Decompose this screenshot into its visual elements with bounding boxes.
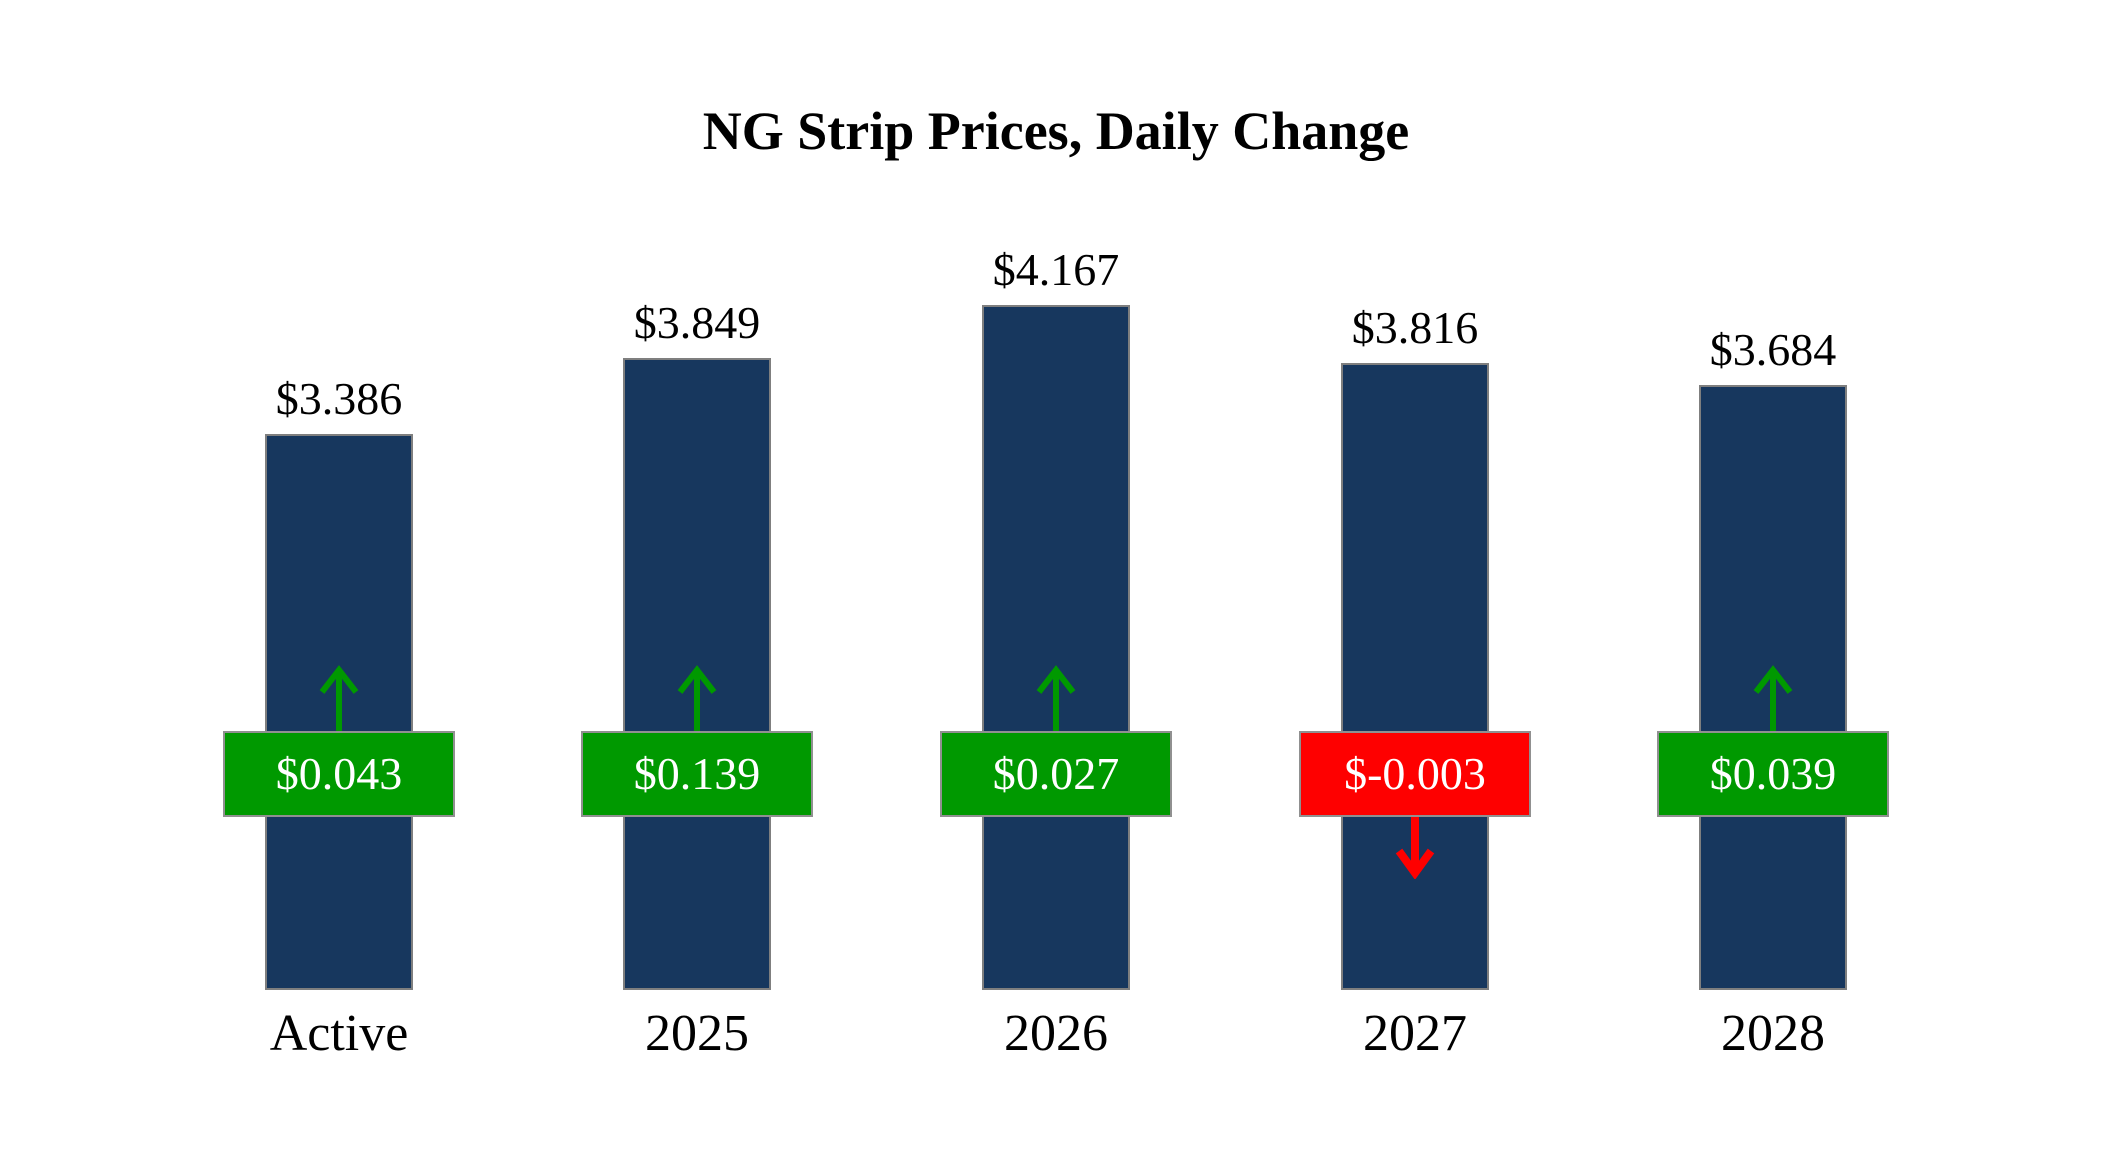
bar-group-2025: $3.849 $0.139 2025 [557,0,837,1152]
up-arrow-icon [677,665,717,733]
price-label: $3.849 [633,297,761,348]
change-badge: $0.139 [581,731,813,817]
up-arrow-icon [1753,665,1793,733]
price-bar [982,305,1130,990]
up-arrow-icon [319,665,359,733]
bar-group-2028: $3.684 $0.039 2028 [1633,0,1913,1152]
down-arrow-icon [1395,817,1435,879]
price-label: $3.684 [1709,324,1837,375]
up-arrow-icon [1036,665,1076,733]
change-badge: $-0.003 [1299,731,1531,817]
change-badge: $0.027 [940,731,1172,817]
price-label: $4.167 [992,244,1120,295]
bar-group-2026: $4.167 $0.027 2026 [916,0,1196,1152]
bar-group-2027: $3.816 $-0.003 2027 [1275,0,1555,1152]
bar-group-active: $3.386 $0.043 Active [199,0,479,1152]
category-label: 2026 [1004,1005,1108,1062]
category-label: 2028 [1721,1005,1825,1062]
category-label: Active [269,1005,409,1062]
change-badge: $0.039 [1657,731,1889,817]
category-label: 2027 [1363,1005,1467,1062]
price-bar [1341,363,1489,990]
price-label: $3.386 [275,373,403,424]
category-label: 2025 [645,1005,749,1062]
chart-title: NG Strip Prices, Daily Change [702,101,1410,161]
change-badge: $0.043 [223,731,455,817]
price-label: $3.816 [1351,302,1479,353]
